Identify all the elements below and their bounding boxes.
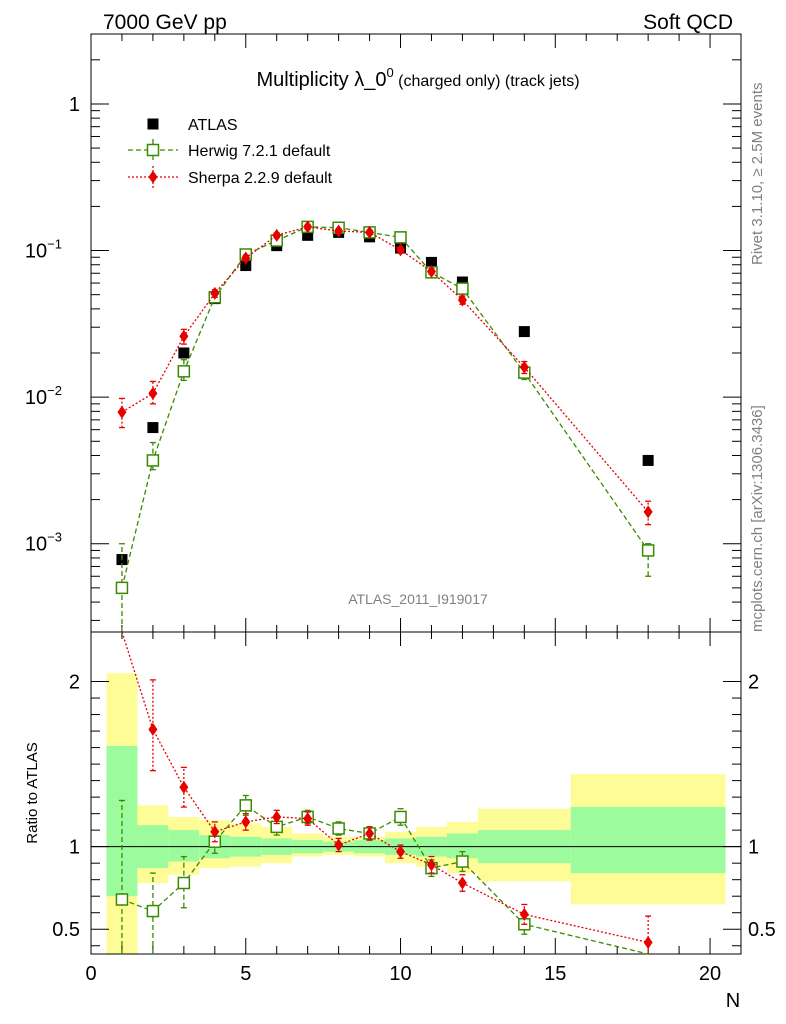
data-point bbox=[519, 360, 529, 374]
main-y-tick-label: 10−3 bbox=[25, 530, 62, 556]
data-point bbox=[177, 365, 191, 378]
data-point bbox=[117, 405, 127, 419]
series-atlas bbox=[116, 226, 654, 566]
data-point bbox=[115, 893, 129, 906]
ratio-y-tick-label-right: 2 bbox=[748, 672, 759, 694]
data-point bbox=[177, 876, 191, 890]
data-point bbox=[241, 815, 251, 829]
data-point bbox=[426, 858, 436, 872]
data-point bbox=[179, 780, 189, 794]
data-point bbox=[332, 822, 345, 835]
data-point bbox=[147, 422, 159, 434]
header-energy: 7000 GeV pp bbox=[103, 11, 227, 34]
x-tick-label: 10 bbox=[389, 963, 411, 985]
ratio-y-tick-label-right: 0.5 bbox=[748, 919, 776, 941]
data-point bbox=[456, 276, 468, 288]
data-point bbox=[148, 386, 158, 400]
ratio-y-tick-label: 0.5 bbox=[52, 919, 80, 941]
data-point bbox=[241, 251, 251, 265]
series-line bbox=[121, 226, 649, 589]
data-point bbox=[147, 118, 159, 130]
x-tick-label: 5 bbox=[240, 963, 251, 985]
ratio-y-tick-label-right: 1 bbox=[748, 837, 759, 859]
data-point bbox=[272, 810, 282, 824]
x-tick-label: 20 bbox=[699, 963, 721, 985]
data-point bbox=[302, 229, 314, 241]
data-point bbox=[148, 722, 158, 736]
data-point bbox=[178, 347, 190, 359]
legend-label: Herwig 7.2.1 default bbox=[188, 143, 331, 160]
series-sherpa bbox=[121, 631, 653, 954]
data-point bbox=[457, 876, 467, 890]
x-tick-label: 0 bbox=[85, 963, 96, 985]
data-point bbox=[272, 228, 282, 242]
ratio-y-axis-label: Ratio to ATLAS bbox=[24, 742, 41, 843]
mcplots-source-label: mcplots.cern.ch [arXiv:1306.3436] bbox=[749, 405, 766, 632]
legend-label: ATLAS bbox=[188, 117, 238, 134]
data-point bbox=[519, 907, 529, 921]
data-point bbox=[239, 799, 253, 812]
data-point bbox=[115, 581, 129, 595]
ratio-panel: 0.5 0.51 12 20 5 10 15 20 Ratio to ATLAS N bbox=[24, 631, 776, 1012]
data-point bbox=[146, 454, 160, 467]
data-point bbox=[456, 282, 469, 295]
data-point bbox=[457, 293, 467, 307]
data-point bbox=[425, 256, 437, 268]
main-y-tick-label: 10−1 bbox=[25, 237, 62, 263]
data-point bbox=[426, 264, 436, 278]
data-point bbox=[365, 826, 375, 840]
main-title: Multiplicity λ_00 (charged only) (track … bbox=[256, 65, 579, 91]
data-point bbox=[396, 845, 406, 859]
ratio-band-inner bbox=[570, 807, 726, 874]
legend-label: Sherpa 2.2.9 default bbox=[188, 170, 333, 187]
ratio-frame bbox=[90, 631, 742, 955]
data-point bbox=[146, 904, 160, 918]
analysis-watermark: ATLAS_2011_I919017 bbox=[348, 591, 488, 607]
ratio-y-tick-label: 1 bbox=[69, 837, 80, 859]
data-point bbox=[641, 544, 655, 557]
data-point bbox=[394, 231, 407, 244]
data-point bbox=[334, 224, 344, 238]
data-point bbox=[303, 812, 313, 826]
data-point bbox=[394, 810, 407, 824]
data-point bbox=[518, 326, 530, 338]
data-point bbox=[643, 935, 653, 949]
x-tick-label: 15 bbox=[544, 963, 566, 985]
data-point bbox=[210, 286, 220, 300]
data-point bbox=[643, 505, 653, 519]
data-point bbox=[303, 220, 313, 234]
data-point bbox=[240, 260, 252, 272]
data-point bbox=[210, 825, 220, 839]
ratio-y-tick-label: 2 bbox=[69, 672, 80, 694]
main-y-tick-label: 1 bbox=[69, 94, 80, 116]
data-point bbox=[179, 329, 189, 343]
data-point bbox=[146, 143, 160, 157]
legend: ATLAS Herwig 7.2.1 default Sherpa 2.2.9 de… bbox=[128, 117, 333, 188]
data-point bbox=[456, 855, 469, 868]
series-line bbox=[121, 226, 649, 513]
data-point bbox=[396, 243, 406, 257]
series-line bbox=[121, 631, 649, 944]
data-point bbox=[148, 170, 158, 184]
series-herwig bbox=[115, 220, 655, 632]
data-point bbox=[334, 838, 344, 852]
series-sherpa bbox=[117, 220, 653, 526]
header-category: Soft QCD bbox=[643, 11, 733, 34]
data-point bbox=[642, 454, 654, 466]
main-panel: 1 10−1 10−2 10−3 Multiplicity λ_00 (charged… bbox=[25, 33, 742, 633]
series-line bbox=[121, 804, 649, 955]
data-point bbox=[365, 225, 375, 239]
rivet-version-label: Rivet 3.1.10, ≥ 2.5M events bbox=[749, 83, 766, 266]
x-axis-label: N bbox=[726, 990, 740, 1012]
main-y-tick-label: 10−2 bbox=[25, 383, 62, 409]
